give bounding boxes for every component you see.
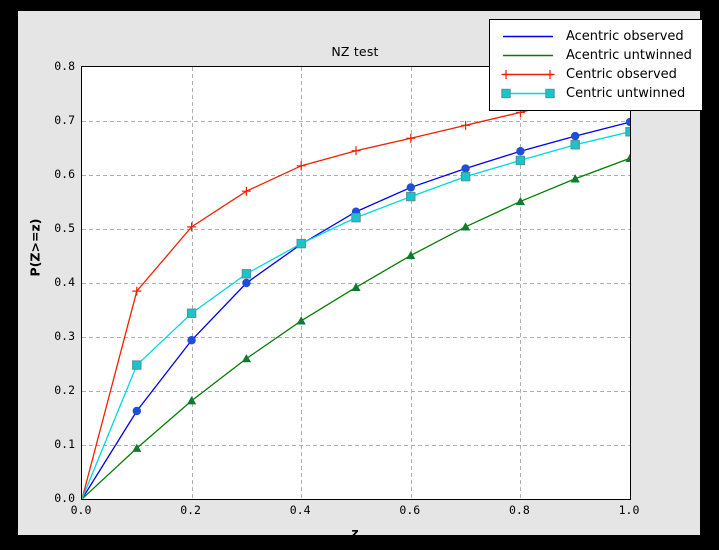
series-line [82,82,630,499]
y-tick-label: 0.6 [54,167,75,181]
x-tick-label: 0.4 [289,503,311,517]
data-point-marker [515,155,526,166]
legend-swatch [499,46,557,65]
data-point-marker [186,308,197,318]
chart-title: NZ test [331,44,379,59]
data-point-marker [406,250,416,260]
data-point-marker [242,278,251,288]
data-point-marker [501,88,511,99]
series-1 [82,153,630,499]
data-point-marker [406,191,416,202]
matplotlib-figure: NZ test P(Z>=z) z 0.0 0.1 0.2 0.3 0.4 0.5 0.6 0… [18,11,703,540]
data-point-marker [625,153,630,162]
y-tick-label: 0.5 [54,221,75,235]
data-point-marker [625,127,630,137]
legend-label: Centric observed [566,67,677,82]
data-point-marker [132,406,141,416]
legend-swatch [499,65,557,84]
legend-item-3[interactable]: Centric untwinned [499,84,692,103]
data-point-marker [296,316,306,325]
series-3 [82,127,630,499]
data-point-marker [570,140,580,150]
data-point-marker [571,131,580,141]
data-point-marker [501,70,511,79]
data-point-marker [461,120,471,130]
x-tick-label: 0.0 [70,503,92,517]
legend-item-1[interactable]: Acentric untwinned [499,46,692,65]
data-point-marker [461,222,471,231]
data-point-marker [625,117,630,127]
data-point-marker [515,196,525,206]
data-point-marker [351,146,361,156]
legend-label: Acentric untwinned [566,48,692,63]
data-point-marker [187,396,197,405]
x-tick-label: 1.0 [618,503,640,517]
data-point-marker [241,186,251,196]
data-point-marker [187,336,196,345]
legend-item-2[interactable]: Centric observed [499,65,692,84]
x-axis-label: z [351,525,359,540]
series-line [82,131,630,499]
y-tick-label: 0.8 [54,59,75,73]
y-tick-label: 0.2 [54,383,75,397]
data-point-marker [406,183,415,192]
chart-legend[interactable]: Acentric observed Acentric untwinned Centr… [489,19,703,111]
data-point-marker [296,161,306,171]
x-tick-label: 0.2 [180,503,201,517]
data-point-marker [516,147,525,156]
legend-label: Centric untwinned [566,86,686,101]
y-tick-label: 0.4 [54,275,75,289]
y-tick-label: 0.3 [54,329,75,343]
y-tick-label: 0.7 [54,113,75,127]
data-point-marker [187,222,197,232]
data-point-marker [570,174,580,183]
data-point-marker [545,70,555,79]
data-point-marker [351,282,361,291]
legend-label: Acentric observed [566,29,684,44]
data-point-marker [241,354,251,363]
series-line [82,121,630,499]
legend-item-0[interactable]: Acentric observed [499,27,692,46]
data-point-marker [241,269,252,279]
x-axis-tick-labels: 0.0 0.2 0.4 0.6 0.8 1.0 [71,503,640,523]
plot-canvas [82,67,630,499]
legend-swatch [499,84,557,103]
data-point-marker [132,443,142,452]
gridlines [82,67,630,499]
data-point-marker [460,171,471,182]
plot-area [81,66,631,500]
y-axis-tick-labels: 0.0 0.1 0.2 0.3 0.4 0.5 0.6 0.7 0.8 [18,59,75,505]
data-series-layer [82,78,630,499]
data-point-marker [351,212,361,223]
y-tick-label: 0.1 [54,437,75,451]
data-point-marker [132,286,142,296]
data-point-marker [406,133,416,143]
x-tick-label: 0.6 [399,503,421,517]
data-point-marker [296,238,306,249]
data-point-marker [461,164,470,173]
data-point-marker [545,88,555,99]
data-point-marker [132,360,142,370]
legend-swatch [499,27,557,46]
y-tick-label: 0.0 [54,491,75,505]
x-tick-label: 0.8 [509,503,530,517]
